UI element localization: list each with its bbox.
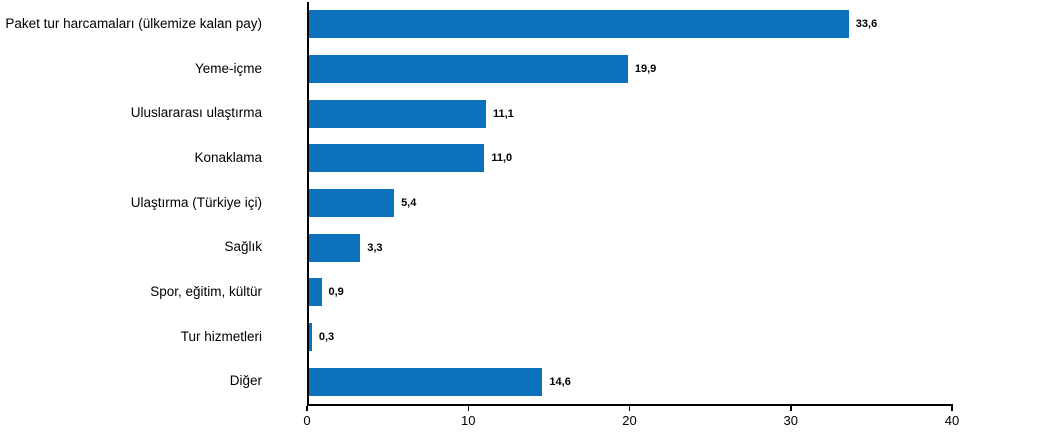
chart-row: Uluslararası ulaştırma 11,1 bbox=[0, 91, 952, 136]
x-axis-ticks: 0 10 20 30 40 bbox=[303, 405, 959, 436]
tick-mark bbox=[790, 405, 792, 411]
value-label: 33,6 bbox=[855, 18, 878, 31]
tick-label: 10 bbox=[461, 412, 476, 428]
chart-row: Diğer 14,6 bbox=[0, 359, 952, 404]
category-label: Tur hizmetleri bbox=[180, 328, 262, 344]
chart-row: Konaklama 11,0 bbox=[0, 136, 952, 181]
chart-row: Paket tur harcamaları (ülkemize kalan pa… bbox=[0, 2, 952, 47]
tick-mark bbox=[467, 405, 469, 411]
tick-label: 30 bbox=[783, 412, 798, 428]
value-label: 3,3 bbox=[367, 241, 383, 254]
bar bbox=[307, 323, 312, 352]
category-label: Ulaştırma (Türkiye içi) bbox=[130, 194, 262, 210]
tick-mark bbox=[628, 405, 631, 411]
bar bbox=[307, 233, 361, 262]
bar bbox=[307, 189, 395, 218]
value-label: 11,0 bbox=[491, 152, 513, 165]
bar-track: 19,9 bbox=[307, 47, 952, 92]
value-label: 14,6 bbox=[549, 375, 571, 388]
tick-mark bbox=[306, 405, 308, 411]
bar bbox=[307, 10, 849, 39]
tick-label: 0 bbox=[303, 412, 311, 428]
bar-track: 11,0 bbox=[307, 136, 952, 181]
value-label: 0,9 bbox=[328, 286, 344, 299]
bar-track: 0,9 bbox=[307, 270, 952, 315]
category-label: Sağlık bbox=[224, 239, 262, 255]
bar bbox=[307, 55, 628, 83]
y-axis-line bbox=[307, 2, 309, 405]
chart-row: Spor, eğitim, kültür 0,9 bbox=[0, 270, 952, 315]
tick-label: 20 bbox=[622, 412, 637, 428]
chart-rows: Paket tur harcamaları (ülkemize kalan pa… bbox=[0, 2, 952, 404]
category-label: Konaklama bbox=[194, 149, 262, 165]
chart-row: Ulaştırma (Türkiye içi) 5,4 bbox=[0, 181, 952, 226]
bar-track: 3,3 bbox=[307, 225, 952, 270]
bar bbox=[307, 144, 485, 173]
bar-track: 5,4 bbox=[307, 181, 952, 226]
category-label: Diğer bbox=[229, 373, 262, 389]
bar-track: 11,1 bbox=[307, 91, 952, 136]
chart-row: Tur hizmetleri 0,3 bbox=[0, 315, 952, 360]
category-label: Spor, eğitim, kültür bbox=[150, 283, 262, 299]
bar bbox=[307, 367, 543, 396]
bar-track: 33,6 bbox=[307, 2, 952, 47]
tick-mark bbox=[951, 405, 953, 411]
bar-track: 14,6 bbox=[307, 359, 952, 404]
category-label: Uluslararası ulaştırma bbox=[130, 105, 262, 121]
category-label: Paket tur harcamaları (ülkemize kalan pa… bbox=[5, 15, 262, 31]
bar bbox=[307, 278, 322, 307]
value-label: 19,9 bbox=[634, 63, 657, 75]
tick-label: 40 bbox=[944, 412, 960, 428]
x-axis-line bbox=[307, 404, 953, 406]
value-label: 5,4 bbox=[401, 197, 417, 210]
value-label: 0,3 bbox=[318, 331, 335, 344]
chart-row: Sağlık 3,3 bbox=[0, 225, 952, 270]
value-label: 11,1 bbox=[492, 107, 514, 120]
chart-row: Yeme-içme 19,9 bbox=[0, 47, 952, 92]
category-label: Yeme-içme bbox=[194, 60, 262, 76]
bar bbox=[307, 99, 486, 128]
bar-track: 0,3 bbox=[307, 315, 952, 360]
